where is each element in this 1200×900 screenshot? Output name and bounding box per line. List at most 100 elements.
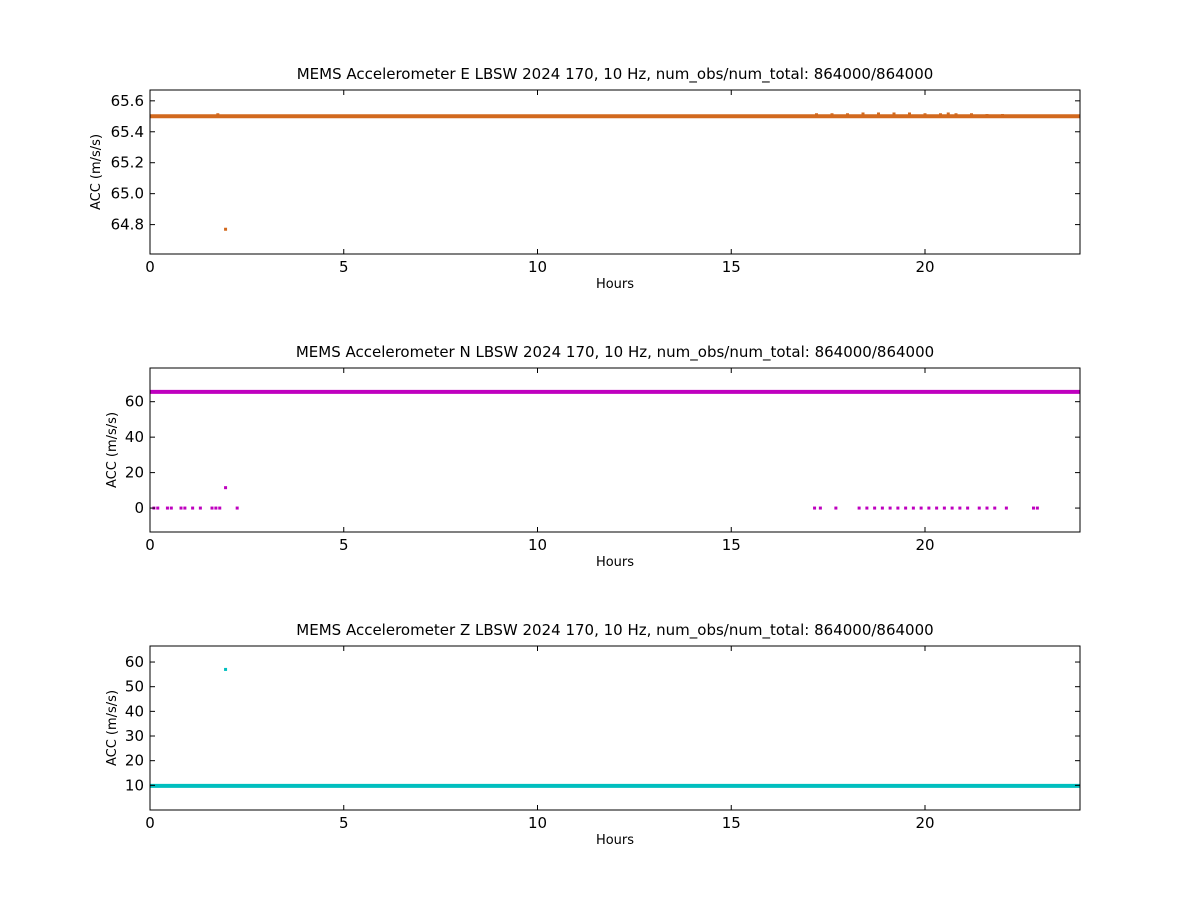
data-point-e-10 xyxy=(939,113,942,117)
data-point-n-4 xyxy=(179,506,183,510)
data-point-n-35 xyxy=(1032,506,1035,510)
y-tick-label-z-2: 30 xyxy=(125,727,144,745)
subplot-e: 0 5 10 15 20 64.8 65.0 65.2 65.4 65.6 MEMS Acceler… xyxy=(89,65,1081,292)
data-point-n-14 xyxy=(818,506,822,510)
y-tick-label-e-4: 65.6 xyxy=(111,92,144,110)
y-tick-label-n-3: 60 xyxy=(125,393,144,411)
x-tick-label-z-0: 0 xyxy=(145,814,155,832)
data-point-n-8 xyxy=(210,506,214,510)
data-point-n-1 xyxy=(156,506,160,510)
axes-frame-n xyxy=(149,367,1081,533)
data-point-n-30 xyxy=(966,506,970,510)
data-point-n-36 xyxy=(1035,506,1039,510)
data-point-e-7 xyxy=(892,112,896,116)
data-point-e-8 xyxy=(908,112,911,116)
data-point-n-2 xyxy=(165,506,169,510)
data-point-e-0 xyxy=(216,113,220,117)
y-axis-label-e: ACC (m/s/s) xyxy=(89,134,104,210)
x-tick-label-n-2: 10 xyxy=(528,536,547,554)
data-point-e-13 xyxy=(970,113,973,117)
data-point-n-27 xyxy=(942,506,946,510)
plot-area-n xyxy=(150,389,1080,510)
data-point-e-1 xyxy=(224,227,228,231)
subplot-z: 0 5 10 15 20 10 20 30 40 50 60 MEMS Accelerometer Z… xyxy=(105,621,1081,848)
y-tick-label-n-1: 20 xyxy=(125,464,144,482)
chart-title-n: MEMS Accelerometer N LBSW 2024 170, 10 H… xyxy=(296,343,934,362)
plot-area-z xyxy=(150,667,1080,788)
subplot-n: 0 5 10 15 20 0 20 40 60 MEMS Accelerometer N LBSW… xyxy=(105,343,1081,570)
data-point-n-9 xyxy=(214,506,218,510)
data-point-n-7 xyxy=(198,506,202,510)
data-point-n-28 xyxy=(950,506,954,510)
x-tick-label-e-2: 10 xyxy=(528,258,547,276)
data-point-n-24 xyxy=(919,506,923,510)
x-axis-label-n: Hours xyxy=(596,555,634,570)
x-tick-label-e-4: 20 xyxy=(915,258,934,276)
data-point-e-2 xyxy=(815,113,818,117)
data-point-n-6 xyxy=(191,506,195,510)
data-point-n-31 xyxy=(977,506,981,510)
chart-title-e: MEMS Accelerometer E LBSW 2024 170, 10 H… xyxy=(297,65,934,84)
data-point-e-11 xyxy=(946,112,950,116)
x-tick-label-n-3: 15 xyxy=(722,536,741,554)
x-tick-label-n-1: 5 xyxy=(339,536,349,554)
plot-area-e xyxy=(150,112,1080,231)
data-point-n-22 xyxy=(904,506,908,510)
y-tick-label-e-1: 65.0 xyxy=(111,185,144,203)
x-tick-label-z-1: 5 xyxy=(339,814,349,832)
y-tick-label-z-4: 50 xyxy=(125,678,144,696)
data-point-e-9 xyxy=(923,113,927,117)
y-tick-label-z-5: 60 xyxy=(125,653,144,671)
y-tick-label-e-3: 65.4 xyxy=(111,123,144,141)
data-point-n-33 xyxy=(993,506,997,510)
data-point-n-21 xyxy=(896,506,900,510)
data-point-n-11 xyxy=(224,486,228,490)
x-tick-label-n-0: 0 xyxy=(145,536,155,554)
x-axis-label-e: Hours xyxy=(596,277,634,292)
data-point-n-32 xyxy=(985,506,989,510)
y-tick-label-z-3: 40 xyxy=(125,702,144,720)
x-tick-label-z-4: 20 xyxy=(915,814,934,832)
y-tick-label-z-0: 10 xyxy=(125,776,144,794)
y-tick-label-n-2: 40 xyxy=(125,428,144,446)
data-point-e-4 xyxy=(846,113,849,117)
data-point-n-18 xyxy=(873,506,877,510)
x-tick-label-e-3: 15 xyxy=(722,258,741,276)
data-point-e-5 xyxy=(861,112,865,116)
axes-frame-z xyxy=(149,645,1081,811)
data-point-n-20 xyxy=(888,506,892,510)
data-point-n-13 xyxy=(813,506,817,510)
x-tick-label-z-3: 15 xyxy=(722,814,741,832)
data-point-n-26 xyxy=(935,506,939,510)
data-point-n-19 xyxy=(880,506,884,510)
data-point-n-29 xyxy=(958,506,962,510)
data-point-n-5 xyxy=(183,506,187,510)
y-tick-label-e-0: 64.8 xyxy=(111,216,144,234)
x-tick-label-z-2: 10 xyxy=(528,814,547,832)
data-point-n-25 xyxy=(927,506,931,510)
data-point-n-34 xyxy=(1004,506,1008,510)
axes-frame-e xyxy=(149,89,1081,255)
data-point-e-3 xyxy=(830,113,834,117)
data-point-n-23 xyxy=(911,506,915,510)
data-point-z-0 xyxy=(224,667,228,671)
data-point-n-3 xyxy=(169,506,173,510)
data-point-n-17 xyxy=(865,506,869,510)
y-tick-label-n-0: 0 xyxy=(134,499,144,517)
y-axis-label-z: ACC (m/s/s) xyxy=(105,690,120,766)
data-point-n-10 xyxy=(218,506,222,510)
y-axis-label-n: ACC (m/s/s) xyxy=(105,412,120,488)
data-point-e-15 xyxy=(1001,114,1004,118)
chart-title-z: MEMS Accelerometer Z LBSW 2024 170, 10 H… xyxy=(296,621,933,640)
data-point-e-12 xyxy=(954,113,958,117)
y-tick-label-e-2: 65.2 xyxy=(111,154,144,172)
data-point-n-16 xyxy=(857,506,861,510)
x-tick-label-e-0: 0 xyxy=(145,258,155,276)
x-axis-label-z: Hours xyxy=(596,833,634,848)
x-tick-label-e-1: 5 xyxy=(339,258,349,276)
data-point-e-14 xyxy=(985,114,989,118)
y-tick-label-z-1: 20 xyxy=(125,752,144,770)
x-tick-label-n-4: 20 xyxy=(915,536,934,554)
data-point-e-6 xyxy=(877,112,880,116)
